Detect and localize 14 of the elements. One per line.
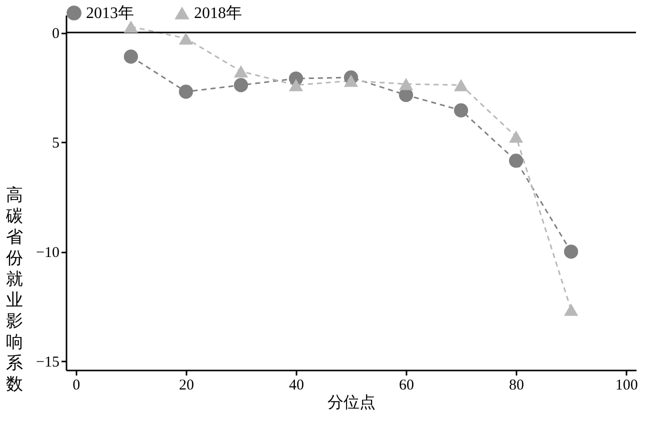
y-tick-label: −10 [36,245,60,262]
x-tick-label: 40 [288,378,304,394]
x-tick-label: 20 [178,378,194,394]
y-tick-label: 5 [52,136,60,152]
y-tick-label: 0 [52,26,60,42]
y-tick-label: −15 [36,354,60,371]
text: 高碳省份就业影响系数 [6,186,23,394]
legend-label: 2013年 [86,5,134,22]
x-tick-label: 0 [72,378,80,394]
x-tick-label: 100 [615,378,638,394]
x-tick-label: 60 [399,378,414,394]
x-tick-label: 80 [509,378,524,394]
legend-label: 2018年 [194,5,242,22]
x-axis-title: 分位点 [328,394,376,412]
